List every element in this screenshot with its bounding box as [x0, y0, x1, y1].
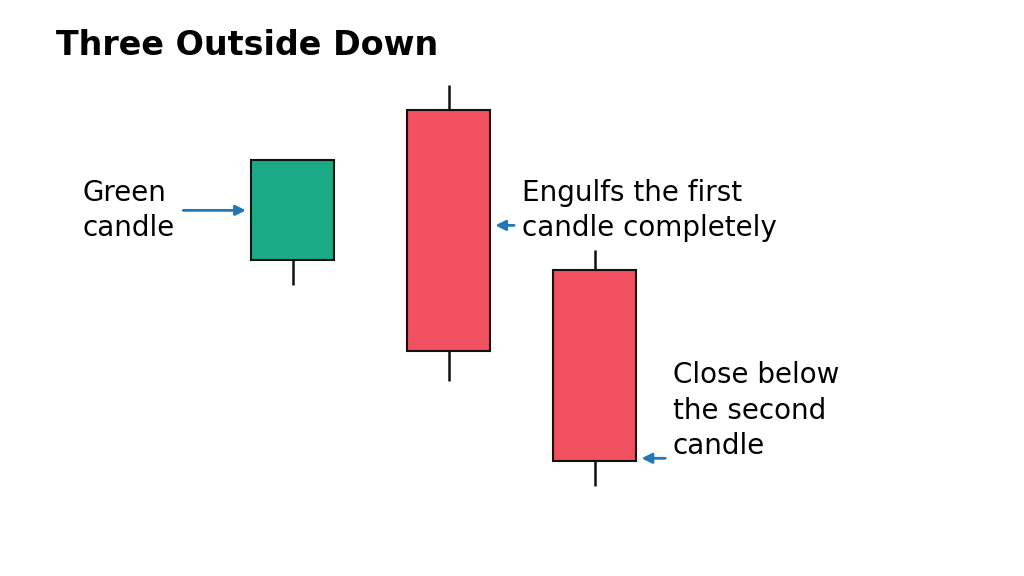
Text: Three Outside Down: Three Outside Down — [56, 29, 438, 62]
Text: Close below
the second
candle: Close below the second candle — [673, 361, 840, 460]
Bar — [251, 160, 334, 260]
Text: Engulfs the first
candle completely: Engulfs the first candle completely — [522, 179, 776, 242]
Text: Green
candle: Green candle — [83, 179, 175, 242]
Bar — [553, 271, 636, 461]
Bar — [408, 110, 490, 351]
